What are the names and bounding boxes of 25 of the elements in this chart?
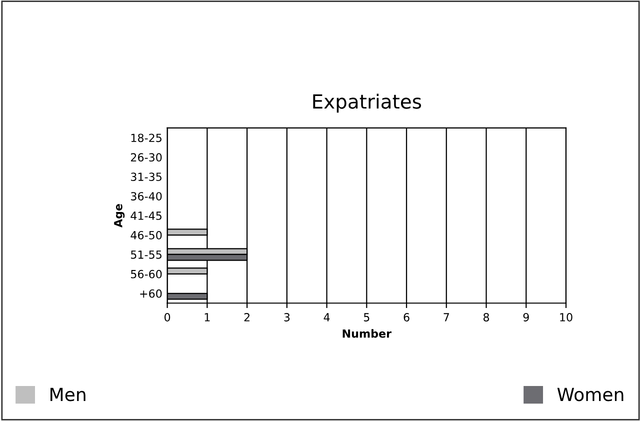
y-tick-label: 26-30 (130, 153, 162, 162)
x-tick-label: 10 (560, 313, 572, 322)
legend-label: Men (50, 388, 86, 402)
y-tick-label: 36-40 (131, 192, 162, 200)
x-axis-title: Number (342, 329, 392, 338)
x-tick-label: 0 (164, 313, 170, 322)
y-tick-label: 56-60 (131, 270, 162, 278)
y-tick-label: 31-35 (131, 172, 162, 182)
y-tick-label: 51-55 (131, 250, 162, 259)
y-tick-label: 18-25 (131, 134, 162, 142)
x-tick-label: 8 (483, 313, 490, 322)
chart-title: Expatriates (313, 94, 422, 113)
x-tick-label: 6 (404, 313, 410, 322)
x-tick-label: 2 (244, 313, 250, 322)
x-tick-label: 3 (284, 313, 290, 322)
y-tick-label: +60 (140, 289, 162, 298)
x-tick-label: 9 (523, 313, 529, 322)
x-tick-label: 7 (444, 313, 449, 322)
legend-label: Women (557, 388, 624, 402)
y-tick-label: 46-50 (130, 230, 162, 240)
x-tick-label: 1 (204, 313, 210, 322)
y-tick-label: 41-45 (130, 212, 162, 220)
x-tick-label: 4 (324, 313, 330, 322)
y-axis-title: Age (114, 204, 125, 228)
x-tick-label: 5 (364, 313, 370, 322)
